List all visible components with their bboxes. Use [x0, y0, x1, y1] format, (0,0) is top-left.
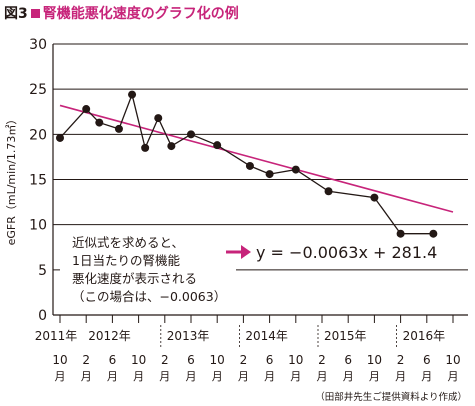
data-point: [56, 133, 64, 142]
y-tick-label: 10: [29, 218, 47, 234]
x-tick-unit: 月: [159, 370, 170, 383]
annotation-text: 近似式を求めると、: [72, 235, 184, 250]
x-tick-year: 2016年: [403, 329, 446, 343]
figure-title-text: 腎機能悪化速度のグラフ化の例: [42, 6, 239, 22]
data-point: [95, 118, 104, 127]
x-tick-unit: 月: [369, 370, 380, 383]
x-tick-month: 2: [161, 353, 169, 367]
x-tick-month: 2: [82, 353, 90, 367]
x-tick-unit: 月: [290, 370, 301, 383]
trend-equation: y = −0.0063x + 281.4: [256, 243, 437, 262]
data-point: [187, 130, 195, 139]
x-tick-year: 2013年: [167, 329, 210, 343]
data-point: [265, 170, 274, 179]
source-credit: （田部井先生ご提供資料より作成）: [315, 392, 467, 403]
x-tick-unit: 月: [133, 370, 144, 383]
y-tick-label: 15: [29, 173, 47, 189]
data-point: [128, 90, 137, 99]
x-tick-unit: 月: [107, 370, 118, 383]
figure-title: 図3 腎機能悪化速度のグラフ化の例: [4, 3, 239, 23]
trendline: [59, 104, 454, 213]
x-tick-year: 2015年: [324, 329, 367, 343]
data-point: [324, 187, 333, 196]
x-tick-month: 2: [397, 353, 405, 367]
x-tick-month: 2: [240, 353, 248, 367]
y-tick-label: 5: [38, 263, 47, 279]
x-tick-month: 10: [210, 353, 225, 367]
annotation-text: 悪化速度が表示される: [72, 271, 197, 286]
y-tick-label: 25: [29, 82, 47, 98]
x-tick-year: 2011年: [35, 329, 78, 343]
x-tick-unit: 月: [448, 370, 459, 383]
x-tick-month: 10: [367, 353, 382, 367]
x-tick-month: 10: [52, 353, 67, 367]
x-tick-month: 10: [131, 353, 146, 367]
figure-label: 図3: [4, 6, 28, 22]
x-tick-month: 6: [344, 353, 352, 367]
x-tick-year: 2012年: [88, 329, 131, 343]
data-point: [396, 229, 405, 238]
equation-box: [252, 238, 432, 264]
data-point: [213, 141, 222, 150]
data-point: [141, 143, 150, 152]
data-point: [167, 142, 176, 151]
annotation-text: （この場合は、−0.0063）: [72, 289, 226, 304]
data-point: [154, 114, 163, 123]
x-tick-unit: 月: [395, 370, 406, 383]
square-marker-icon: [30, 9, 40, 18]
data-point: [370, 193, 379, 202]
x-tick-month: 10: [445, 353, 460, 367]
y-tick-label: 20: [29, 127, 47, 143]
y-tick-label: 30: [29, 37, 47, 53]
x-tick-year: 2014年: [245, 329, 288, 343]
data-point: [429, 229, 438, 238]
x-tick-unit: 月: [421, 370, 432, 383]
annotation-text: 1日当たりの腎機能: [72, 253, 180, 268]
x-tick-month: 10: [288, 353, 303, 367]
x-tick-unit: 月: [81, 370, 92, 383]
x-tick-unit: 月: [238, 370, 249, 383]
x-tick-unit: 月: [317, 370, 328, 383]
x-tick-unit: 月: [343, 370, 354, 383]
x-tick-month: 6: [109, 353, 117, 367]
y-tick-label: 0: [38, 308, 47, 324]
x-tick-month: 6: [423, 353, 431, 367]
data-point: [291, 165, 300, 174]
data-point: [82, 105, 91, 114]
x-tick-month: 6: [266, 353, 274, 367]
annotation-box: [60, 232, 236, 310]
data-point: [245, 161, 254, 170]
y-axis-label: eGFR（mL/min/1.73㎡）: [5, 114, 18, 246]
x-tick-month: 2: [318, 353, 326, 367]
data-point: [114, 124, 123, 133]
x-tick-unit: 月: [264, 370, 275, 383]
arrow-head-icon: [241, 245, 251, 259]
x-tick-unit: 月: [212, 370, 223, 383]
x-tick-unit: 月: [186, 370, 197, 383]
x-tick-month: 6: [187, 353, 195, 367]
x-tick-unit: 月: [55, 370, 66, 383]
